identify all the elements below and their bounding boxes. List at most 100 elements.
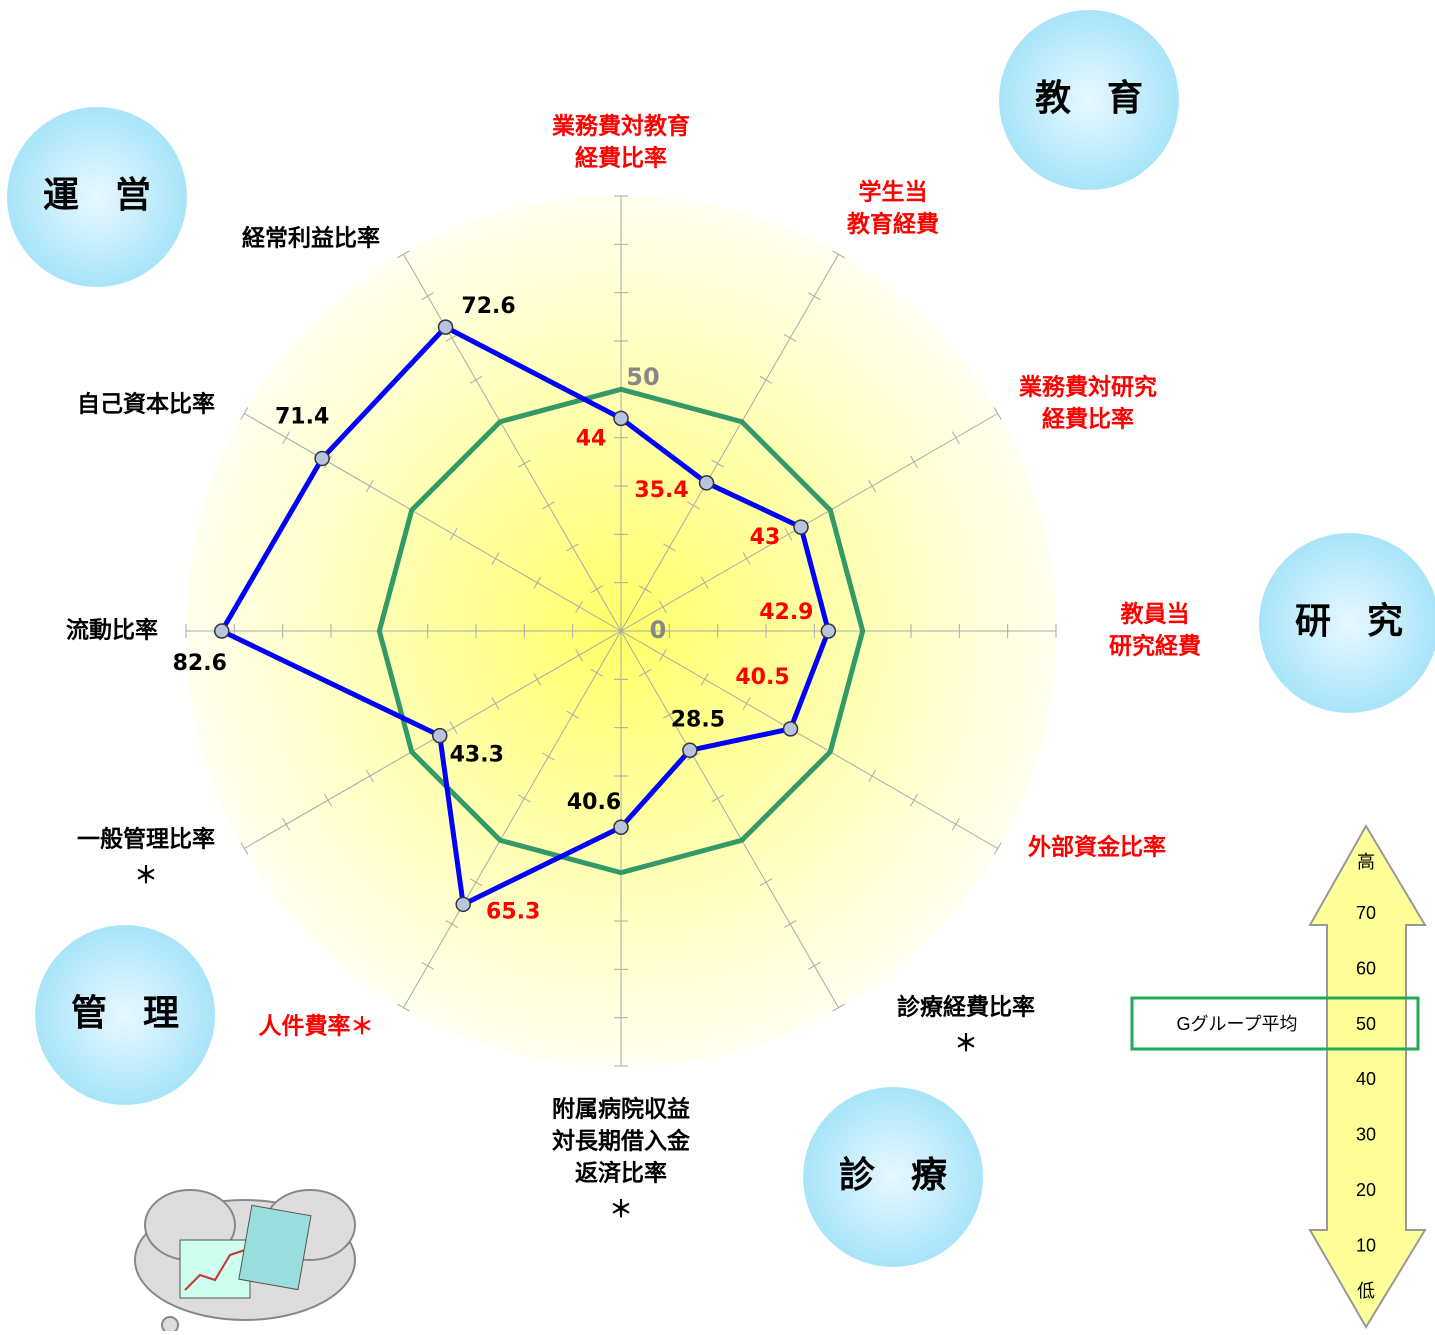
tick-mark [445,920,459,928]
clipart [134,1189,356,1334]
scale-tick: 50 [1356,1014,1376,1034]
value-label: 82.6 [173,651,227,676]
tick-mark [542,501,555,510]
category-label: ＊ [610,1197,633,1223]
data-point [682,742,698,759]
tick-mark [638,668,652,677]
tick-mark [951,431,960,444]
tick-mark [533,576,542,589]
data-point [698,475,715,491]
group-label: 運 営 [43,175,151,216]
tick-mark [808,961,821,970]
tick-mark [663,710,676,719]
value-label: 35.4 [634,478,688,503]
category-label: 返済比率 [575,1160,667,1187]
category-label: 人件費率＊ [259,1013,374,1040]
value-label: 40.5 [735,665,789,690]
tick-mark [993,407,1002,420]
data-point [437,319,454,335]
r-label: 50 [626,363,659,391]
tick-mark [397,250,410,259]
value-label: 43.3 [450,743,504,768]
tick-mark [783,334,797,342]
tick-mark [993,842,1002,855]
tick-mark [469,375,483,384]
scale-tick: 30 [1356,1125,1376,1145]
tick-mark [590,668,604,677]
axis-line [244,630,622,849]
tick-mark [491,552,500,565]
tick-mark [687,501,700,510]
tick-mark [518,459,531,468]
scale-tick: 60 [1356,958,1376,978]
data-point [432,727,448,744]
data-point [613,410,629,427]
tick-mark [700,576,709,589]
tick-mark [240,407,249,420]
group-bubble [999,10,1179,190]
category-label: 自己資本比率 [77,391,215,418]
group-label: 診 療 [839,1155,947,1196]
tick-mark [491,697,500,710]
tick-mark [240,842,249,855]
tick-mark [449,721,458,734]
tick-mark [658,600,667,614]
category-label: 流動比率 [66,617,158,644]
value-label: 72.6 [461,294,515,319]
category-label: 附属病院収益 [552,1096,690,1123]
tick-mark [324,793,332,807]
tick-mark [759,878,773,887]
average-box [1130,996,1420,1051]
category-label: 外部資金比率 [1028,834,1166,861]
tick-mark [445,334,459,342]
tick-mark [742,552,751,565]
value-label: 40.6 [567,790,621,815]
category-label: 経費比率 [1042,406,1134,433]
data-point [793,519,809,535]
group-label: 教 育 [1035,78,1143,119]
tick-mark [449,528,458,541]
tick-mark [518,794,531,803]
data-point [782,721,799,737]
category-label: 対長期借入金 [552,1128,691,1155]
data-point [613,819,629,835]
tick-mark [638,585,652,594]
axis-line [403,254,622,632]
axis-line [244,413,622,632]
tick-mark [533,673,542,686]
tick-mark [421,961,434,970]
tick-mark [910,793,918,807]
scale-tick: 20 [1356,1180,1376,1200]
tick-mark [742,697,751,710]
group-label: 管 理 [71,993,179,1034]
tick-mark [575,600,584,614]
tick-mark [421,292,434,301]
data-point [214,623,230,639]
scale-arrow [1308,824,1427,1329]
data-point [314,450,330,467]
tick-mark [566,543,579,552]
tick-mark [542,752,555,761]
category-label: ＊ [135,863,158,889]
average-ring [376,386,866,876]
axis-line [620,630,998,849]
category-label: 業務費対研究 [1018,374,1157,401]
tick-mark [868,769,877,783]
category-label: 診療経費比率 [897,994,1035,1021]
category-label: 経費比率 [575,145,667,172]
scale-tick: 10 [1356,1235,1376,1255]
category-label: 業務費対教育 [551,113,690,140]
tick-mark [951,818,960,831]
scale-tick: 40 [1356,1069,1376,1089]
data-point [455,896,471,913]
tick-mark [910,455,918,469]
axis-line [620,254,839,632]
group-bubble [7,107,187,287]
tick-mark [700,673,709,686]
tick-mark [832,250,845,259]
tick-mark [711,794,724,803]
axis-line [620,413,998,632]
scale-tick: 70 [1356,903,1376,923]
category-label: 一般管理比率 [77,826,215,853]
r-label: 0 [650,616,667,644]
